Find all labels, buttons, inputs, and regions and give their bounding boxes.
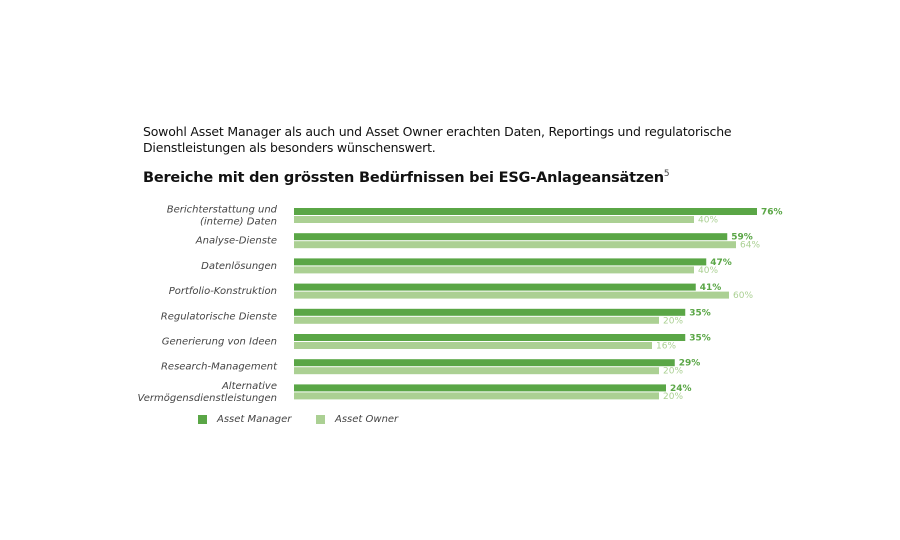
bar-asset-owner (294, 266, 694, 274)
bar-asset-manager (294, 359, 675, 367)
chart-title: Bereiche mit den grössten Bedürfnissen b… (143, 169, 670, 186)
bar-asset-manager (294, 334, 686, 341)
value-label: 41% (700, 283, 722, 293)
bar-asset-manager (294, 258, 707, 266)
category-label: Berichterstattung und (167, 205, 278, 216)
value-label: 40% (698, 216, 718, 226)
chart-title-text: Bereiche mit den grössten Bedürfnissen b… (143, 169, 664, 186)
legend-item-asset-manager: Asset Manager (198, 414, 291, 425)
bar-asset-manager (294, 308, 686, 316)
value-label: 29% (679, 359, 701, 369)
bar-asset-manager (294, 233, 728, 241)
category-label: Generierung von Ideen (162, 337, 277, 348)
value-label: 20% (663, 367, 683, 377)
bar-asset-owner (294, 367, 659, 375)
category-label: Datenlösungen (201, 261, 277, 272)
category-label: Research-Management (161, 362, 278, 373)
value-label: 59% (731, 233, 753, 243)
value-label: 64% (740, 241, 760, 251)
category-label: (interne) Daten (200, 217, 277, 228)
bar-asset-owner (294, 316, 659, 324)
value-label: 35% (689, 334, 711, 344)
value-label: 35% (689, 308, 711, 318)
bar-asset-owner (294, 392, 659, 400)
value-label: 20% (663, 316, 683, 326)
bar-asset-manager (294, 384, 666, 392)
bar-asset-manager (294, 283, 696, 291)
intro-text: Sowohl Asset Manager als auch und Asset … (143, 124, 732, 155)
value-label: 47% (710, 258, 732, 268)
value-label: 60% (733, 291, 753, 301)
legend-label: Asset Manager (217, 414, 292, 425)
legend-label: Asset Owner (335, 414, 399, 425)
bar-asset-owner (294, 241, 736, 249)
category-label: Alternative (221, 381, 277, 392)
value-label: 20% (663, 392, 683, 402)
category-label: Analyse-Dienste (195, 236, 277, 247)
value-label: 40% (698, 266, 718, 276)
legend-swatch (198, 415, 207, 424)
category-label: Vermögensdienstleistungen (137, 393, 277, 404)
value-label: 76% (761, 208, 783, 218)
bar-asset-owner (294, 342, 652, 349)
value-label: 24% (670, 384, 692, 394)
footnote-marker: 5 (663, 169, 670, 179)
category-label: Regulatorische Dienste (161, 311, 277, 322)
legend-swatch (316, 415, 325, 424)
bar-asset-manager (294, 208, 757, 215)
value-label: 16% (656, 342, 676, 352)
legend-item-asset-owner: Asset Owner (316, 414, 398, 425)
category-label: Portfolio-Konstruktion (169, 286, 277, 297)
bar-asset-owner (294, 291, 729, 299)
bar-asset-owner (294, 216, 694, 223)
